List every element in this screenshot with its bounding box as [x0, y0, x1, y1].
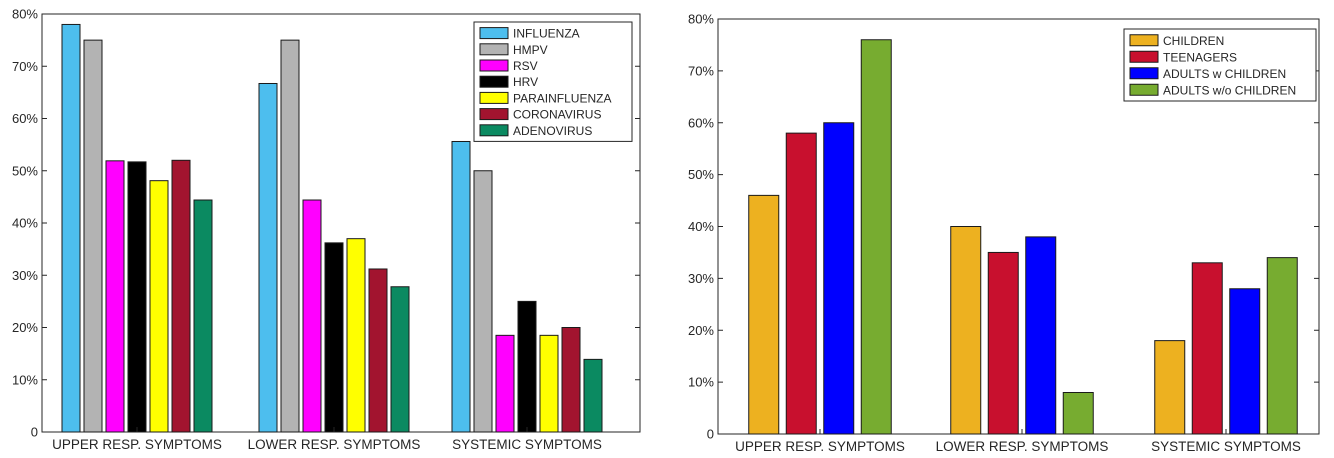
- left-chart-panel: 0 10% 20% 30% 40% 50% 60% 70% 80% UPPER RESP. SYM…: [12, 7, 641, 452]
- bar: [860, 39, 892, 435]
- y-tick-label: 0: [707, 427, 714, 442]
- bar: [193, 199, 213, 433]
- legend-label: CHILDREN: [1163, 34, 1224, 48]
- bar: [1025, 236, 1057, 435]
- x-category-label: SYSTEMIC SYMPTOMS: [452, 437, 602, 452]
- bar: [1062, 392, 1094, 435]
- x-category-label: SYSTEMIC SYMPTOMS: [1151, 439, 1301, 454]
- bar: [823, 122, 855, 435]
- bar: [1154, 340, 1186, 435]
- legend-label: ADULTS w/o CHILDREN: [1163, 83, 1296, 97]
- y-tick-label: 30%: [12, 268, 38, 283]
- bar: [1229, 288, 1261, 435]
- bar: [280, 39, 300, 433]
- y-tick-label: 10%: [12, 372, 38, 387]
- bar: [473, 170, 493, 433]
- bar: [171, 159, 191, 433]
- x-category-label: UPPER RESP. SYMPTOMS: [735, 439, 905, 454]
- y-tick-label: 60%: [12, 111, 38, 126]
- y-tick-label: 60%: [688, 115, 714, 130]
- bar: [61, 23, 81, 433]
- legend-label: HMPV: [513, 43, 548, 57]
- bar: [149, 180, 169, 433]
- legend-swatch: [479, 43, 509, 56]
- legend-swatch: [479, 91, 509, 104]
- bar: [83, 39, 103, 433]
- legend-swatch: [479, 124, 509, 137]
- legend-label: ADENOVIRUS: [513, 124, 592, 138]
- bar: [785, 132, 817, 435]
- y-tick-label: 70%: [12, 59, 38, 74]
- bar: [987, 251, 1019, 435]
- bar: [748, 194, 780, 435]
- y-tick-label: 30%: [688, 271, 714, 286]
- y-tick-label: 40%: [688, 219, 714, 234]
- y-tick-label: 0: [31, 425, 38, 440]
- bar: [539, 334, 559, 433]
- y-tick-label: 70%: [688, 63, 714, 78]
- y-tick-label: 20%: [12, 320, 38, 335]
- bar: [517, 300, 537, 433]
- bar: [451, 140, 471, 433]
- y-tick-label: 50%: [688, 167, 714, 182]
- bar: [105, 160, 125, 433]
- bar: [324, 242, 344, 433]
- legend-label: INFLUENZA: [513, 27, 580, 41]
- bar: [583, 358, 603, 433]
- legend-swatch: [479, 59, 509, 72]
- legend-swatch: [479, 108, 509, 121]
- legend-swatch: [1129, 67, 1159, 80]
- x-category-label: LOWER RESP. SYMPTOMS: [248, 437, 421, 452]
- bar: [1266, 257, 1298, 435]
- legend-swatch: [479, 27, 509, 40]
- legend-swatch: [479, 75, 509, 88]
- bar: [258, 82, 278, 433]
- y-tick-label: 10%: [688, 375, 714, 390]
- legend-label: RSV: [513, 59, 538, 73]
- bar: [346, 238, 366, 433]
- bar: [495, 334, 515, 433]
- bar: [561, 327, 581, 433]
- legend-swatch: [1129, 50, 1159, 63]
- bar: [368, 268, 388, 433]
- bar: [302, 199, 322, 433]
- legend-swatch: [1129, 34, 1159, 47]
- y-tick-label: 80%: [688, 12, 714, 27]
- bar: [390, 286, 410, 433]
- legend-label: CORONAVIRUS: [513, 108, 601, 122]
- x-category-label: UPPER RESP. SYMPTOMS: [52, 437, 222, 452]
- x-category-label: LOWER RESP. SYMPTOMS: [936, 439, 1109, 454]
- y-tick-label: 40%: [12, 216, 38, 231]
- bar: [127, 161, 147, 433]
- y-tick-label: 80%: [12, 7, 38, 22]
- legend-swatch: [1129, 83, 1159, 96]
- right-chart-panel: 0 10% 20% 30% 40% 50% 60% 70% 80% UPPER RESP. SYM…: [688, 12, 1320, 454]
- y-tick-label: 20%: [688, 323, 714, 338]
- y-tick-label: 50%: [12, 163, 38, 178]
- legend-label: PARAINFLUENZA: [513, 91, 611, 105]
- legend-label: HRV: [513, 75, 538, 89]
- bar: [950, 226, 982, 435]
- legend-label: ADULTS w CHILDREN: [1163, 67, 1286, 81]
- legend-label: TEENAGERS: [1163, 50, 1237, 64]
- bar: [1191, 262, 1223, 435]
